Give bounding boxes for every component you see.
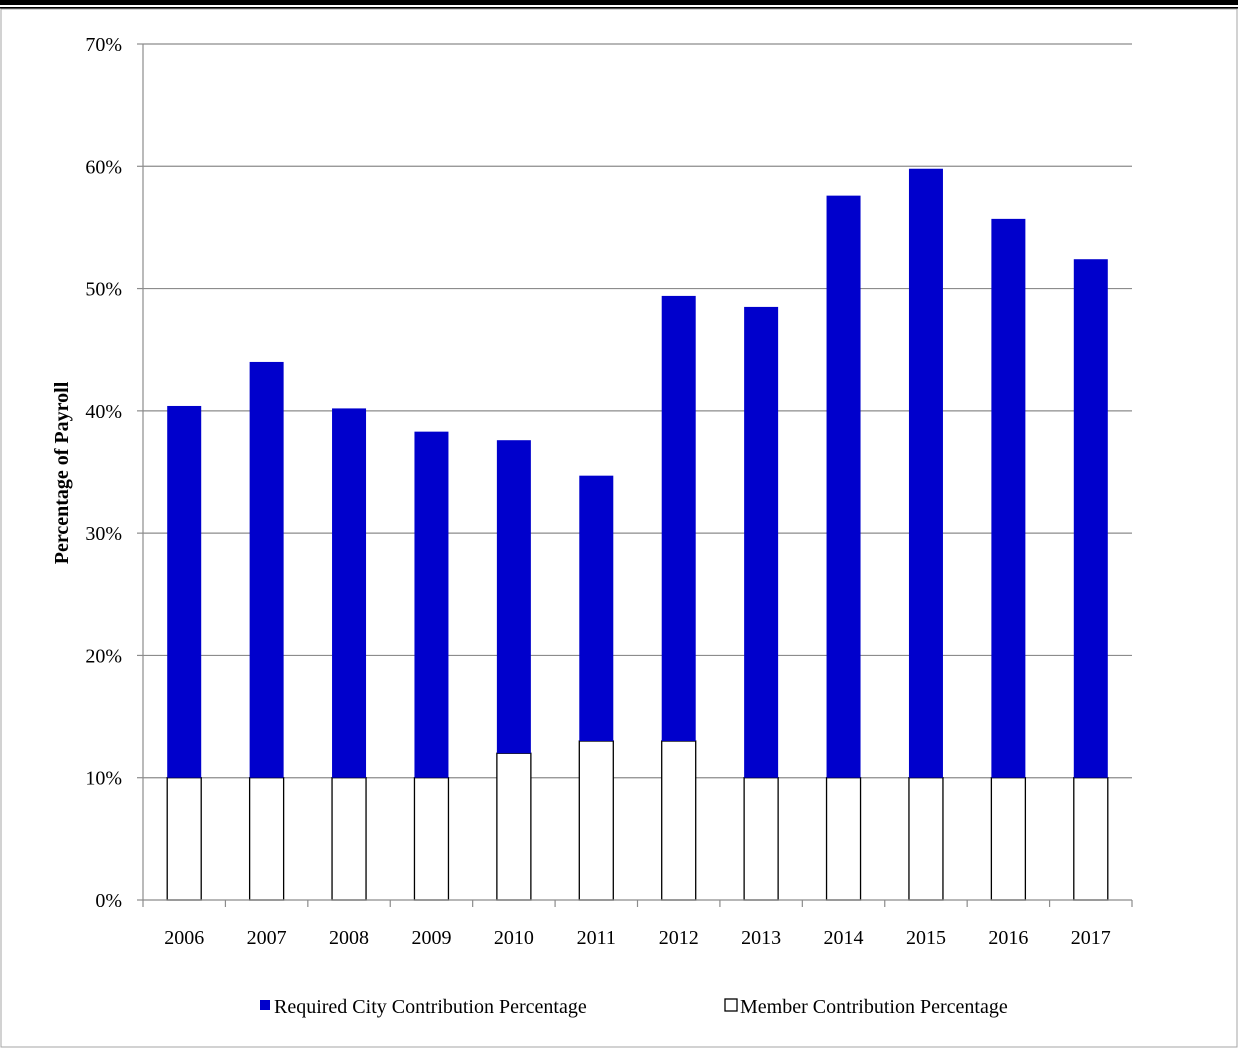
- x-tick-label: 2014: [824, 927, 864, 949]
- y-tick-label: 60%: [85, 156, 122, 178]
- x-tick-label: 2011: [577, 927, 616, 949]
- bar-city-contribution: [908, 168, 943, 778]
- y-tick-label: 40%: [85, 401, 122, 423]
- legend-swatch-member: [724, 998, 738, 1012]
- bar-member-contribution: [908, 777, 944, 901]
- x-tick-label: 2007: [247, 927, 287, 949]
- y-axis-title: Percentage of Payroll: [51, 381, 73, 564]
- legend-swatch-city: [260, 1000, 270, 1010]
- x-tick-label: 2015: [906, 927, 946, 949]
- y-tick-label: 70%: [85, 34, 122, 56]
- x-tick-label: 2009: [411, 927, 451, 949]
- bar-city-contribution: [744, 306, 779, 778]
- legend: Required City Contribution Percentage Me…: [260, 996, 1008, 1018]
- bar-city-contribution: [249, 361, 284, 778]
- legend-label-member: Member Contribution Percentage: [740, 996, 1008, 1018]
- bar-member-contribution: [413, 777, 450, 901]
- legend-label-city: Required City Contribution Percentage: [274, 996, 587, 1018]
- bar-city-contribution: [496, 440, 531, 754]
- x-tick-label: 2016: [988, 927, 1028, 949]
- bar-city-contribution: [332, 408, 367, 778]
- bar-city-contribution: [167, 405, 202, 778]
- bar-member-contribution: [825, 777, 862, 901]
- bar-city-contribution: [661, 295, 696, 742]
- x-tick-label: 2017: [1071, 927, 1111, 949]
- bar-member-contribution: [166, 777, 202, 901]
- bar-member-contribution: [248, 777, 285, 901]
- x-tick-label: 2010: [494, 927, 534, 949]
- y-tick-label: 20%: [85, 645, 122, 667]
- chart-frame: [0, 8, 1238, 1048]
- y-tick-label: 30%: [85, 523, 122, 545]
- x-tick-label: 2013: [741, 927, 781, 949]
- bar-member-contribution: [496, 752, 532, 901]
- bar-city-contribution: [826, 195, 861, 778]
- x-tick-label: 2008: [329, 927, 369, 949]
- bar-member-contribution: [990, 777, 1027, 901]
- y-tick-label: 0%: [95, 890, 122, 912]
- bar-city-contribution: [579, 475, 614, 742]
- y-tick-label: 50%: [85, 279, 122, 301]
- top-border-thin: [0, 7, 1238, 9]
- top-border-thick: [0, 0, 1238, 5]
- bar-city-contribution: [414, 431, 449, 778]
- bar-member-contribution: [661, 740, 697, 901]
- bar-city-contribution: [1073, 259, 1108, 778]
- bar-layer: [166, 168, 1109, 901]
- bar-city-contribution: [991, 218, 1026, 778]
- bar-member-contribution: [743, 777, 779, 901]
- y-tick-label: 10%: [85, 768, 122, 790]
- x-tick-label: 2012: [659, 927, 699, 949]
- bar-member-contribution: [1073, 777, 1109, 901]
- x-tick-label: 2006: [164, 927, 204, 949]
- axis-layer: 0% 10% 20% 30% 40% 50% 60% 70% 2006 2007 2008 2009 2…: [85, 34, 1133, 949]
- grid-layer: [143, 43, 1132, 779]
- bar-member-contribution: [331, 777, 367, 901]
- bar-member-contribution: [578, 740, 614, 901]
